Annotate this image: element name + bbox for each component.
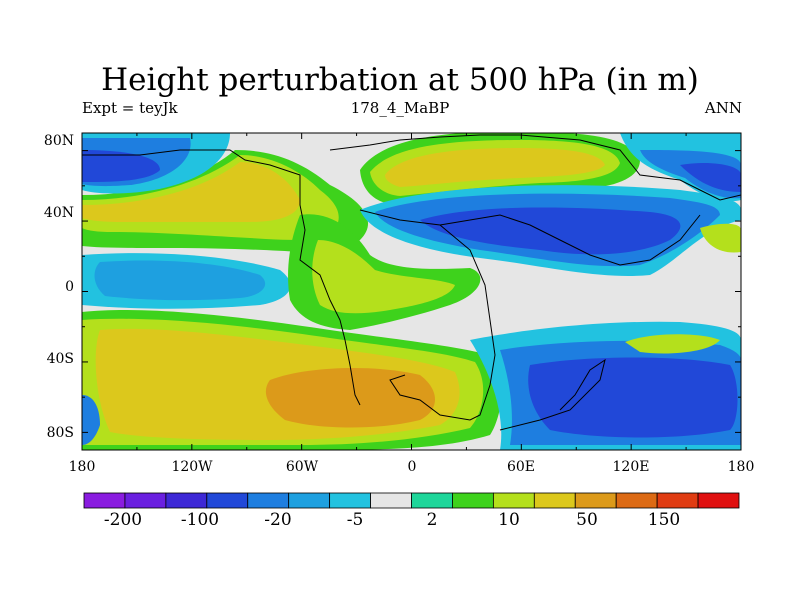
contour-north-positive-inner xyxy=(82,162,300,222)
colorbar-label-m200: -200 xyxy=(103,510,143,530)
season-label: ANN xyxy=(704,99,742,117)
colorbar-label-50: 50 xyxy=(576,510,598,530)
lon-label-180e: 180 xyxy=(727,459,755,475)
colorbar-box-10 xyxy=(492,492,535,509)
colorbar-box-14 xyxy=(656,492,699,509)
axis-ticks xyxy=(81,133,742,450)
lon-label-60e: 60E xyxy=(506,459,536,475)
contour-field xyxy=(82,133,741,450)
colorbar-box-9 xyxy=(452,492,494,509)
colorbar-label-m20: -20 xyxy=(264,510,292,530)
coastlines xyxy=(82,134,741,431)
coastline-asia-south xyxy=(439,214,701,266)
colorbar-box-11 xyxy=(533,492,576,509)
contour-arctic-negative-east-inner xyxy=(680,163,741,192)
colorbar-box-13 xyxy=(615,492,658,509)
experiment-label: Expt = teyJk xyxy=(82,99,178,117)
contour-south-negative-inner xyxy=(528,357,738,438)
coastline-eurasia xyxy=(329,134,741,201)
colorbar-label-10: 10 xyxy=(498,510,520,530)
colorbar-box-6 xyxy=(329,492,371,509)
contour-arctic-negative-inner xyxy=(82,150,160,182)
colorbar-label-m100: -100 xyxy=(180,510,220,530)
contour-asia-positive-inner xyxy=(385,148,605,187)
colorbar-box-0 xyxy=(83,492,126,509)
lat-label-40n: 40N xyxy=(43,205,74,221)
lat-label-80s: 80S xyxy=(46,425,74,441)
lat-label-80n: 80N xyxy=(43,133,74,149)
colorbar-label-2: 2 xyxy=(426,510,438,530)
colorbar-box-12 xyxy=(574,492,617,509)
lon-label-180w: 180 xyxy=(68,459,96,475)
colorbar xyxy=(83,492,740,509)
colorbar-label-150: 150 xyxy=(647,510,681,530)
colorbar-box-3 xyxy=(206,492,249,509)
colorbar-label-m5: -5 xyxy=(346,510,364,530)
colorbar-box-2 xyxy=(165,492,208,509)
colorbar-box-15 xyxy=(697,492,740,509)
contour-epac-positive xyxy=(700,223,741,253)
map-title: Height perturbation at 500 hPa (in m) xyxy=(101,62,699,98)
case-label: 178_4_MaBP xyxy=(350,99,450,117)
contour-sepac-positive xyxy=(625,334,720,354)
lat-label-0: 0 xyxy=(65,279,74,295)
colorbar-box-8 xyxy=(411,492,453,509)
lat-label-40s: 40S xyxy=(46,351,74,367)
coastline-australia xyxy=(499,358,606,431)
contour-npac-negative-inner xyxy=(420,207,681,255)
lon-label-60w: 60W xyxy=(285,459,319,475)
colorbar-box-7 xyxy=(370,492,412,509)
coastline-africa xyxy=(359,209,496,421)
colorbar-box-5 xyxy=(288,492,331,509)
lon-label-120w: 120W xyxy=(171,459,213,475)
coastline-americas xyxy=(82,149,361,406)
lon-label-120e: 120E xyxy=(612,459,650,475)
contour-south-positive-core xyxy=(265,368,435,428)
colorbar-box-4 xyxy=(247,492,290,509)
colorbar-box-1 xyxy=(124,492,167,509)
contour-trop-negative-mid xyxy=(94,260,266,301)
contour-atlantic-positive-mid xyxy=(312,240,455,314)
lon-label-0: 0 xyxy=(407,459,417,475)
